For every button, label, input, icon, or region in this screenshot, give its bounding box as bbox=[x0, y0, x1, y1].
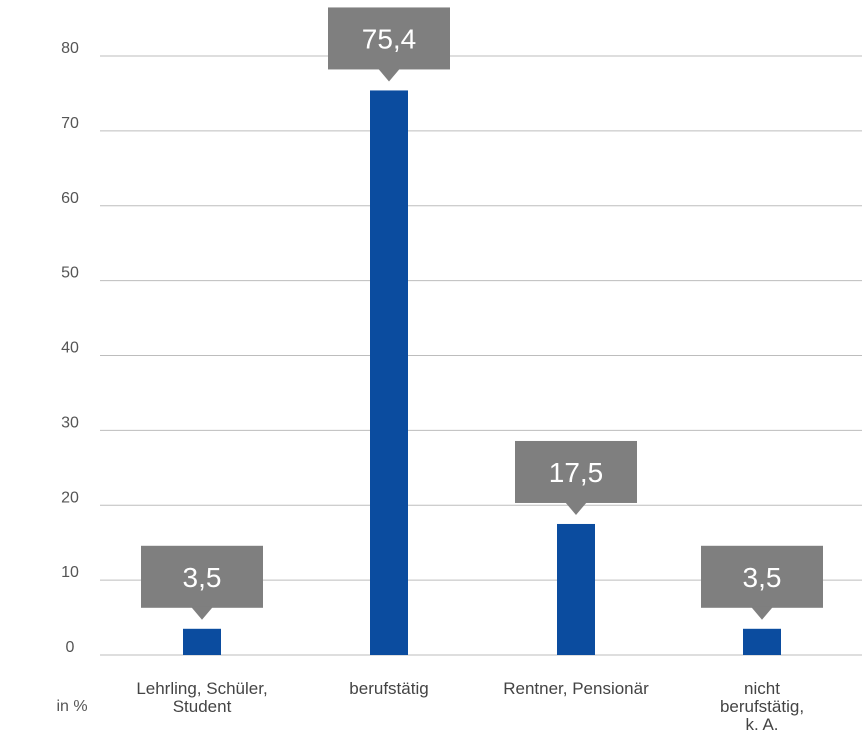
y-tick-label: 50 bbox=[61, 265, 79, 282]
callout-pointer bbox=[191, 606, 213, 620]
y-tick-label: 0 bbox=[66, 639, 75, 656]
bars bbox=[183, 90, 781, 655]
bar bbox=[743, 628, 781, 655]
x-tick-label: Rentner, Pensionär bbox=[503, 679, 649, 698]
y-tick-label: 30 bbox=[61, 414, 79, 431]
callout-box bbox=[515, 440, 637, 503]
bar bbox=[557, 523, 595, 655]
y-tick-label: 20 bbox=[61, 489, 79, 506]
y-tick-label: 80 bbox=[61, 40, 79, 57]
value-callout: 3,5 bbox=[141, 545, 263, 620]
category-labels: Lehrling, Schüler, Student berufstätig Rent… bbox=[136, 679, 804, 734]
bar bbox=[370, 90, 408, 655]
x-tick-label: nicht berufstätig, k. A. bbox=[720, 679, 804, 734]
callout-pointer bbox=[565, 501, 587, 515]
x-tick-label-line: berufstätig bbox=[349, 679, 428, 698]
y-tick-label: 40 bbox=[61, 340, 79, 357]
data-label: 3,5 bbox=[183, 562, 222, 593]
y-axis-unit-label: in % bbox=[56, 698, 87, 715]
bar bbox=[183, 628, 221, 655]
callout-box bbox=[328, 7, 450, 70]
callout-pointer bbox=[378, 68, 400, 82]
value-callout: 75,4 bbox=[328, 7, 450, 82]
data-label: 75,4 bbox=[362, 23, 417, 54]
x-tick-label-line: Student bbox=[173, 697, 232, 716]
value-callout: 17,5 bbox=[515, 440, 637, 515]
x-tick-label: berufstätig bbox=[349, 679, 428, 698]
y-tick-label: 70 bbox=[61, 115, 79, 132]
data-label: 3,5 bbox=[743, 562, 782, 593]
callout-box bbox=[141, 545, 263, 608]
x-tick-label: Lehrling, Schüler, Student bbox=[136, 679, 267, 716]
x-tick-label-line: berufstätig, bbox=[720, 697, 804, 716]
x-tick-label-line: Lehrling, Schüler, bbox=[136, 679, 267, 698]
y-tick-label: 10 bbox=[61, 564, 79, 581]
data-label: 17,5 bbox=[549, 457, 604, 488]
x-tick-label-line: nicht bbox=[744, 679, 780, 698]
callout-pointer bbox=[751, 606, 773, 620]
y-tick-label: 60 bbox=[61, 190, 79, 207]
value-callout: 3,5 bbox=[701, 545, 823, 620]
x-tick-label-line: Rentner, Pensionär bbox=[503, 679, 649, 698]
callout-box bbox=[701, 545, 823, 608]
y-axis-ticks: 0 10 20 30 40 50 60 70 80 bbox=[61, 40, 79, 656]
x-tick-label-line: k. A. bbox=[745, 715, 778, 734]
value-callouts: 3,5 75,4 17,5 3,5 bbox=[141, 7, 823, 620]
